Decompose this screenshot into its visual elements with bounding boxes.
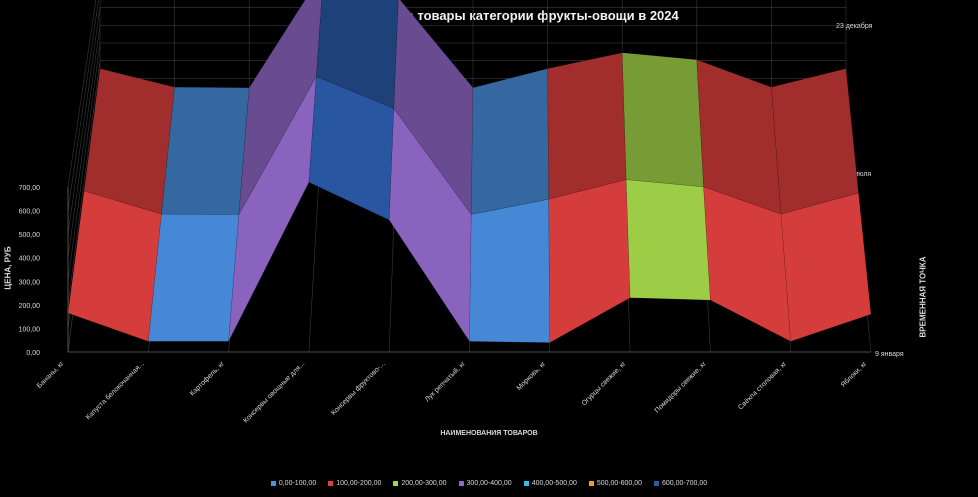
floor-gridline — [621, 95, 631, 353]
y-tick-label: 100,00 — [19, 326, 41, 333]
surface-patch — [780, 192, 872, 342]
y-tick-label: 400,00 — [19, 256, 41, 263]
surface-patch — [161, 86, 250, 215]
surface-patch — [238, 0, 322, 215]
surface-patch — [388, 107, 472, 343]
legend-item: 500,00-600,00 — [588, 480, 642, 487]
surface-patch — [308, 76, 395, 221]
depth-tick-label: 9 января — [875, 351, 904, 358]
depth-tick-label: 23 декабря — [836, 22, 873, 30]
floor-gridline — [67, 95, 101, 353]
legend-item: 300,00-400,00 — [458, 480, 512, 487]
x-tick-label: Консервы овощные для... — [242, 360, 306, 424]
legend-swatch — [588, 481, 594, 486]
legend-label: 200,00-300,00 — [401, 480, 447, 487]
x-tick-label: Помидоры свежие, кг — [654, 360, 708, 414]
floor-gridline — [771, 95, 791, 353]
legend-item: 100,00-200,00 — [328, 480, 381, 487]
floor-gridline — [696, 95, 711, 353]
side-gridline — [67, 60, 101, 305]
surface-patch — [703, 186, 791, 342]
legend-label: 0,00-100,00 — [278, 480, 317, 487]
x-tick-label: Яблоки, кг — [839, 359, 869, 389]
legend-item: 400,00-500,00 — [523, 480, 577, 487]
chart-title: изменение цен на товары категории фрукты… — [299, 8, 679, 23]
floor-gridline — [388, 95, 399, 353]
side-gridline — [67, 0, 97, 188]
floor-gridline — [547, 95, 551, 353]
surface-patch — [148, 213, 240, 342]
y-tick-label: 600,00 — [19, 209, 41, 216]
surface-patch — [771, 68, 859, 215]
surface-patch — [228, 76, 317, 342]
side-gridline — [67, 0, 99, 211]
legend-label: 100,00-200,00 — [336, 480, 382, 487]
y-axis-title: ЦЕНА, РУБ — [3, 246, 13, 290]
y-tick-label: 0,00 — [26, 350, 40, 357]
legend-swatch — [270, 481, 276, 486]
legend-label: 600,00-700,00 — [662, 480, 708, 487]
x-tick-label: Консервы фруктово-... — [330, 360, 386, 416]
y-tick-label: 300,00 — [19, 279, 41, 286]
floor-gridline — [469, 95, 474, 353]
y-tick-label: 200,00 — [19, 303, 41, 310]
legend-swatch — [328, 481, 334, 486]
floor-gridline — [308, 95, 325, 353]
x-tick-label: Огурцы свежие, кг — [581, 360, 628, 407]
x-tick-label: Картофель, кг — [189, 360, 226, 397]
legend-item: 600,00-700,00 — [654, 480, 707, 487]
surface-patch — [696, 59, 782, 215]
surface-patch — [393, 0, 474, 216]
y-tick-label: 700,00 — [19, 185, 41, 192]
legend-label: 500,00-600,00 — [596, 480, 642, 487]
floor-gridline — [845, 95, 872, 353]
legend-swatch — [523, 481, 529, 486]
x-axis-title: НАИМЕНОВАНИЯ ТОВАРОВ — [440, 430, 538, 437]
legend-swatch — [393, 481, 399, 486]
x-tick-label: Лук репчатый, кг — [423, 359, 467, 403]
depth-axis-title: ВРЕМЕННАЯ ТОЧКА — [918, 256, 928, 338]
x-tick-label: Морковь, кг — [516, 360, 548, 392]
legend-label: 400,00-500,00 — [531, 480, 577, 487]
x-tick-label: Бананы, кг — [36, 360, 66, 390]
surface-patch — [67, 190, 162, 342]
surface-patch — [83, 68, 175, 215]
side-gridline — [67, 95, 101, 353]
surface-patch — [470, 68, 549, 215]
x-tick-label: Свёкла столовая, кг — [737, 360, 788, 411]
side-gridline — [67, 25, 101, 258]
depth-tick-label: 1 июля — [849, 171, 872, 178]
surface-patch — [548, 179, 631, 343]
x-tick-label: Капуста белокочанная... — [84, 360, 146, 422]
floor-gridline — [228, 95, 250, 353]
legend-swatch — [458, 481, 464, 486]
surface-patch — [621, 52, 704, 188]
surface-patch — [547, 52, 627, 200]
legend: 0,00-100,00 100,00-200,00 200,00-300,00 300… — [0, 480, 978, 487]
floor-gridline — [148, 95, 175, 353]
legend-swatch — [654, 481, 659, 486]
side-gridline — [67, 42, 101, 282]
side-gridline — [67, 78, 101, 329]
surface-patch — [625, 179, 711, 301]
y-tick-label: 500,00 — [19, 232, 41, 239]
legend-label: 300,00-400,00 — [466, 480, 512, 487]
surface-patch — [469, 198, 551, 343]
side-gridline — [67, 7, 101, 235]
legend-item: 0,00-100,00 — [270, 480, 317, 487]
legend-item: 200,00-300,00 — [393, 480, 447, 487]
